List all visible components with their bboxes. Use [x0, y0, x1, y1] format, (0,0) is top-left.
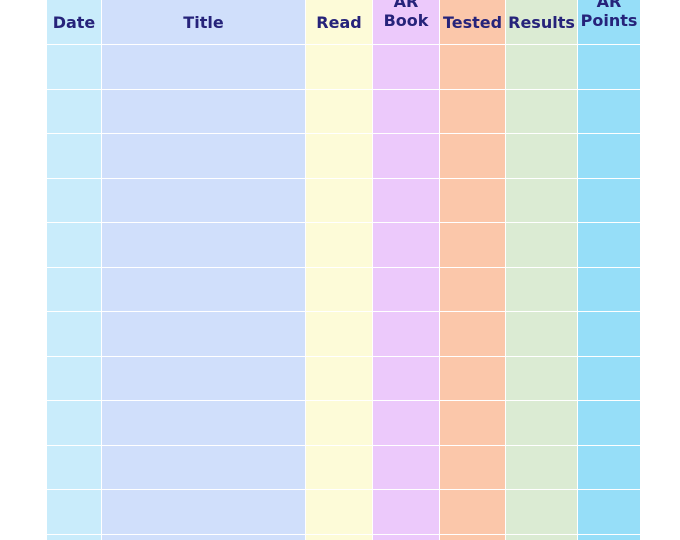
table-cell-title	[102, 446, 305, 490]
table-cell-tested	[440, 490, 505, 535]
table-cell-tested	[440, 134, 505, 179]
table-cell-date	[47, 357, 101, 401]
table-cell-book	[373, 357, 439, 401]
table-cell-book	[373, 401, 439, 446]
table-cell-results	[506, 401, 577, 446]
table-cell-results	[506, 179, 577, 223]
table-cell-date	[47, 179, 101, 223]
table-cell-book	[373, 268, 439, 312]
table-cell-tested	[440, 401, 505, 446]
table-cell-title	[102, 357, 305, 401]
header-ar-points: AR Points	[578, 0, 640, 45]
table-cell-tested	[440, 357, 505, 401]
header-title: Title	[102, 0, 305, 45]
table-cell-points	[578, 45, 640, 90]
table-cell-results	[506, 312, 577, 357]
table-cell-points	[578, 179, 640, 223]
table-cell-read	[306, 446, 372, 490]
column-results: Results	[506, 0, 578, 540]
table-cell-book	[373, 90, 439, 134]
column-ar-points: AR Points	[578, 0, 640, 540]
table-cell-points	[578, 90, 640, 134]
table-cell-tested	[440, 179, 505, 223]
header-tested: Tested	[440, 0, 505, 45]
table-cell-read	[306, 45, 372, 90]
header-read: Read	[306, 0, 372, 45]
column-title: Title	[102, 0, 306, 540]
table-cell-results	[506, 223, 577, 268]
table-cell-book	[373, 223, 439, 268]
table-cell-title	[102, 401, 305, 446]
table-cell-points	[578, 134, 640, 179]
header-date: Date	[47, 0, 101, 45]
table-cell-points	[578, 268, 640, 312]
table-cell-title	[102, 312, 305, 357]
table-cell-date	[47, 45, 101, 90]
table-cell-title	[102, 490, 305, 535]
table-cell-results	[506, 490, 577, 535]
table-cell-tested	[440, 446, 505, 490]
table-cell-tested	[440, 223, 505, 268]
table-cell-read	[306, 268, 372, 312]
header-results: Results	[506, 0, 577, 45]
table-cell-date	[47, 401, 101, 446]
table-cell-title	[102, 134, 305, 179]
column-date: Date	[47, 0, 102, 540]
table-cell-book	[373, 446, 439, 490]
table-cell-read	[306, 401, 372, 446]
table-cell-date	[47, 134, 101, 179]
table-cell-book	[373, 179, 439, 223]
table-cell-date	[47, 223, 101, 268]
table-cell-tested	[440, 312, 505, 357]
table-cell-read	[306, 312, 372, 357]
table-cell-read	[306, 490, 372, 535]
table-cell-book	[373, 312, 439, 357]
table-cell-read	[306, 179, 372, 223]
table-cell-title	[102, 90, 305, 134]
table-cell-title	[102, 268, 305, 312]
table-cell-date	[47, 90, 101, 134]
table-cell-tested	[440, 45, 505, 90]
table-cell-book	[373, 45, 439, 90]
table-cell-results	[506, 90, 577, 134]
table-cell-read	[306, 90, 372, 134]
table-cell-read	[306, 223, 372, 268]
table-cell-points	[578, 490, 640, 535]
table-cell-book	[373, 490, 439, 535]
header-ar-book: AR Book	[373, 0, 439, 45]
table-cell-results	[506, 357, 577, 401]
table-cell-date	[47, 268, 101, 312]
column-tested: Tested	[440, 0, 506, 540]
table-cell-points	[578, 357, 640, 401]
reading-log-table: Date Title Read AR Book Tested Results A…	[47, 0, 640, 540]
table-cell-read	[306, 357, 372, 401]
table-cell-points	[578, 312, 640, 357]
table-cell-date	[47, 446, 101, 490]
column-ar-book: AR Book	[373, 0, 440, 540]
table-cell-results	[506, 268, 577, 312]
table-cell-title	[102, 179, 305, 223]
table-cell-date	[47, 490, 101, 535]
table-cell-points	[578, 401, 640, 446]
table-cell-title	[102, 45, 305, 90]
table-cell-points	[578, 223, 640, 268]
table-cell-points	[578, 446, 640, 490]
table-cell-results	[506, 45, 577, 90]
table-cell-tested	[440, 268, 505, 312]
table-cell-results	[506, 134, 577, 179]
table-cell-title	[102, 223, 305, 268]
column-read: Read	[306, 0, 373, 540]
table-cell-book	[373, 134, 439, 179]
table-cell-results	[506, 446, 577, 490]
table-cell-read	[306, 134, 372, 179]
table-cell-date	[47, 312, 101, 357]
table-cell-tested	[440, 90, 505, 134]
